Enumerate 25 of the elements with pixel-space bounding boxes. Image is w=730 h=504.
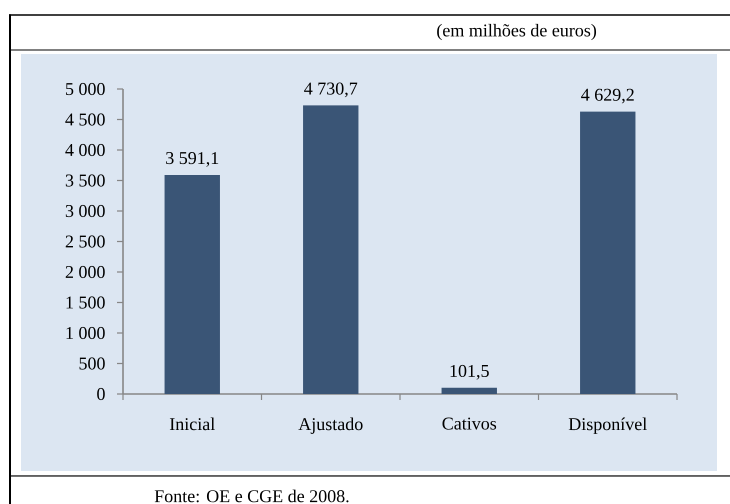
y-tick-label: 500 <box>80 357 105 370</box>
y-tick-label: 3 000 <box>66 204 105 218</box>
x-tick-label: Cativos <box>442 418 496 430</box>
bar <box>164 174 220 394</box>
data-label: 3 591,1 <box>166 152 218 167</box>
y-tick-label: 4 000 <box>65 144 105 156</box>
y-tick-label: 2 500 <box>66 235 105 248</box>
y-tick-label: 2 000 <box>66 266 105 278</box>
chart-title: (em milhões de euros) <box>437 24 596 40</box>
x-tick-label: Inicial <box>170 418 215 430</box>
data-label: 4 629,2 <box>581 88 634 104</box>
bar <box>580 112 636 394</box>
x-tick-label: Disponível <box>568 418 647 434</box>
bar <box>442 388 497 394</box>
y-tick-label: 0 <box>97 388 105 400</box>
y-tick-label: 3 500 <box>66 174 105 187</box>
source-note: Fonte: OE e CGE de 2008. <box>154 490 348 502</box>
data-label: 4 730,7 <box>304 82 358 98</box>
x-tick-label: Ajustado <box>298 418 363 434</box>
bar <box>303 105 358 394</box>
y-tick-label: 4 500 <box>65 113 105 126</box>
y-tick-label: 5 000 <box>66 82 105 96</box>
y-tick-label: 1 500 <box>66 296 105 309</box>
y-tick-label: 1 000 <box>66 326 105 340</box>
data-label: 101,5 <box>450 364 489 380</box>
